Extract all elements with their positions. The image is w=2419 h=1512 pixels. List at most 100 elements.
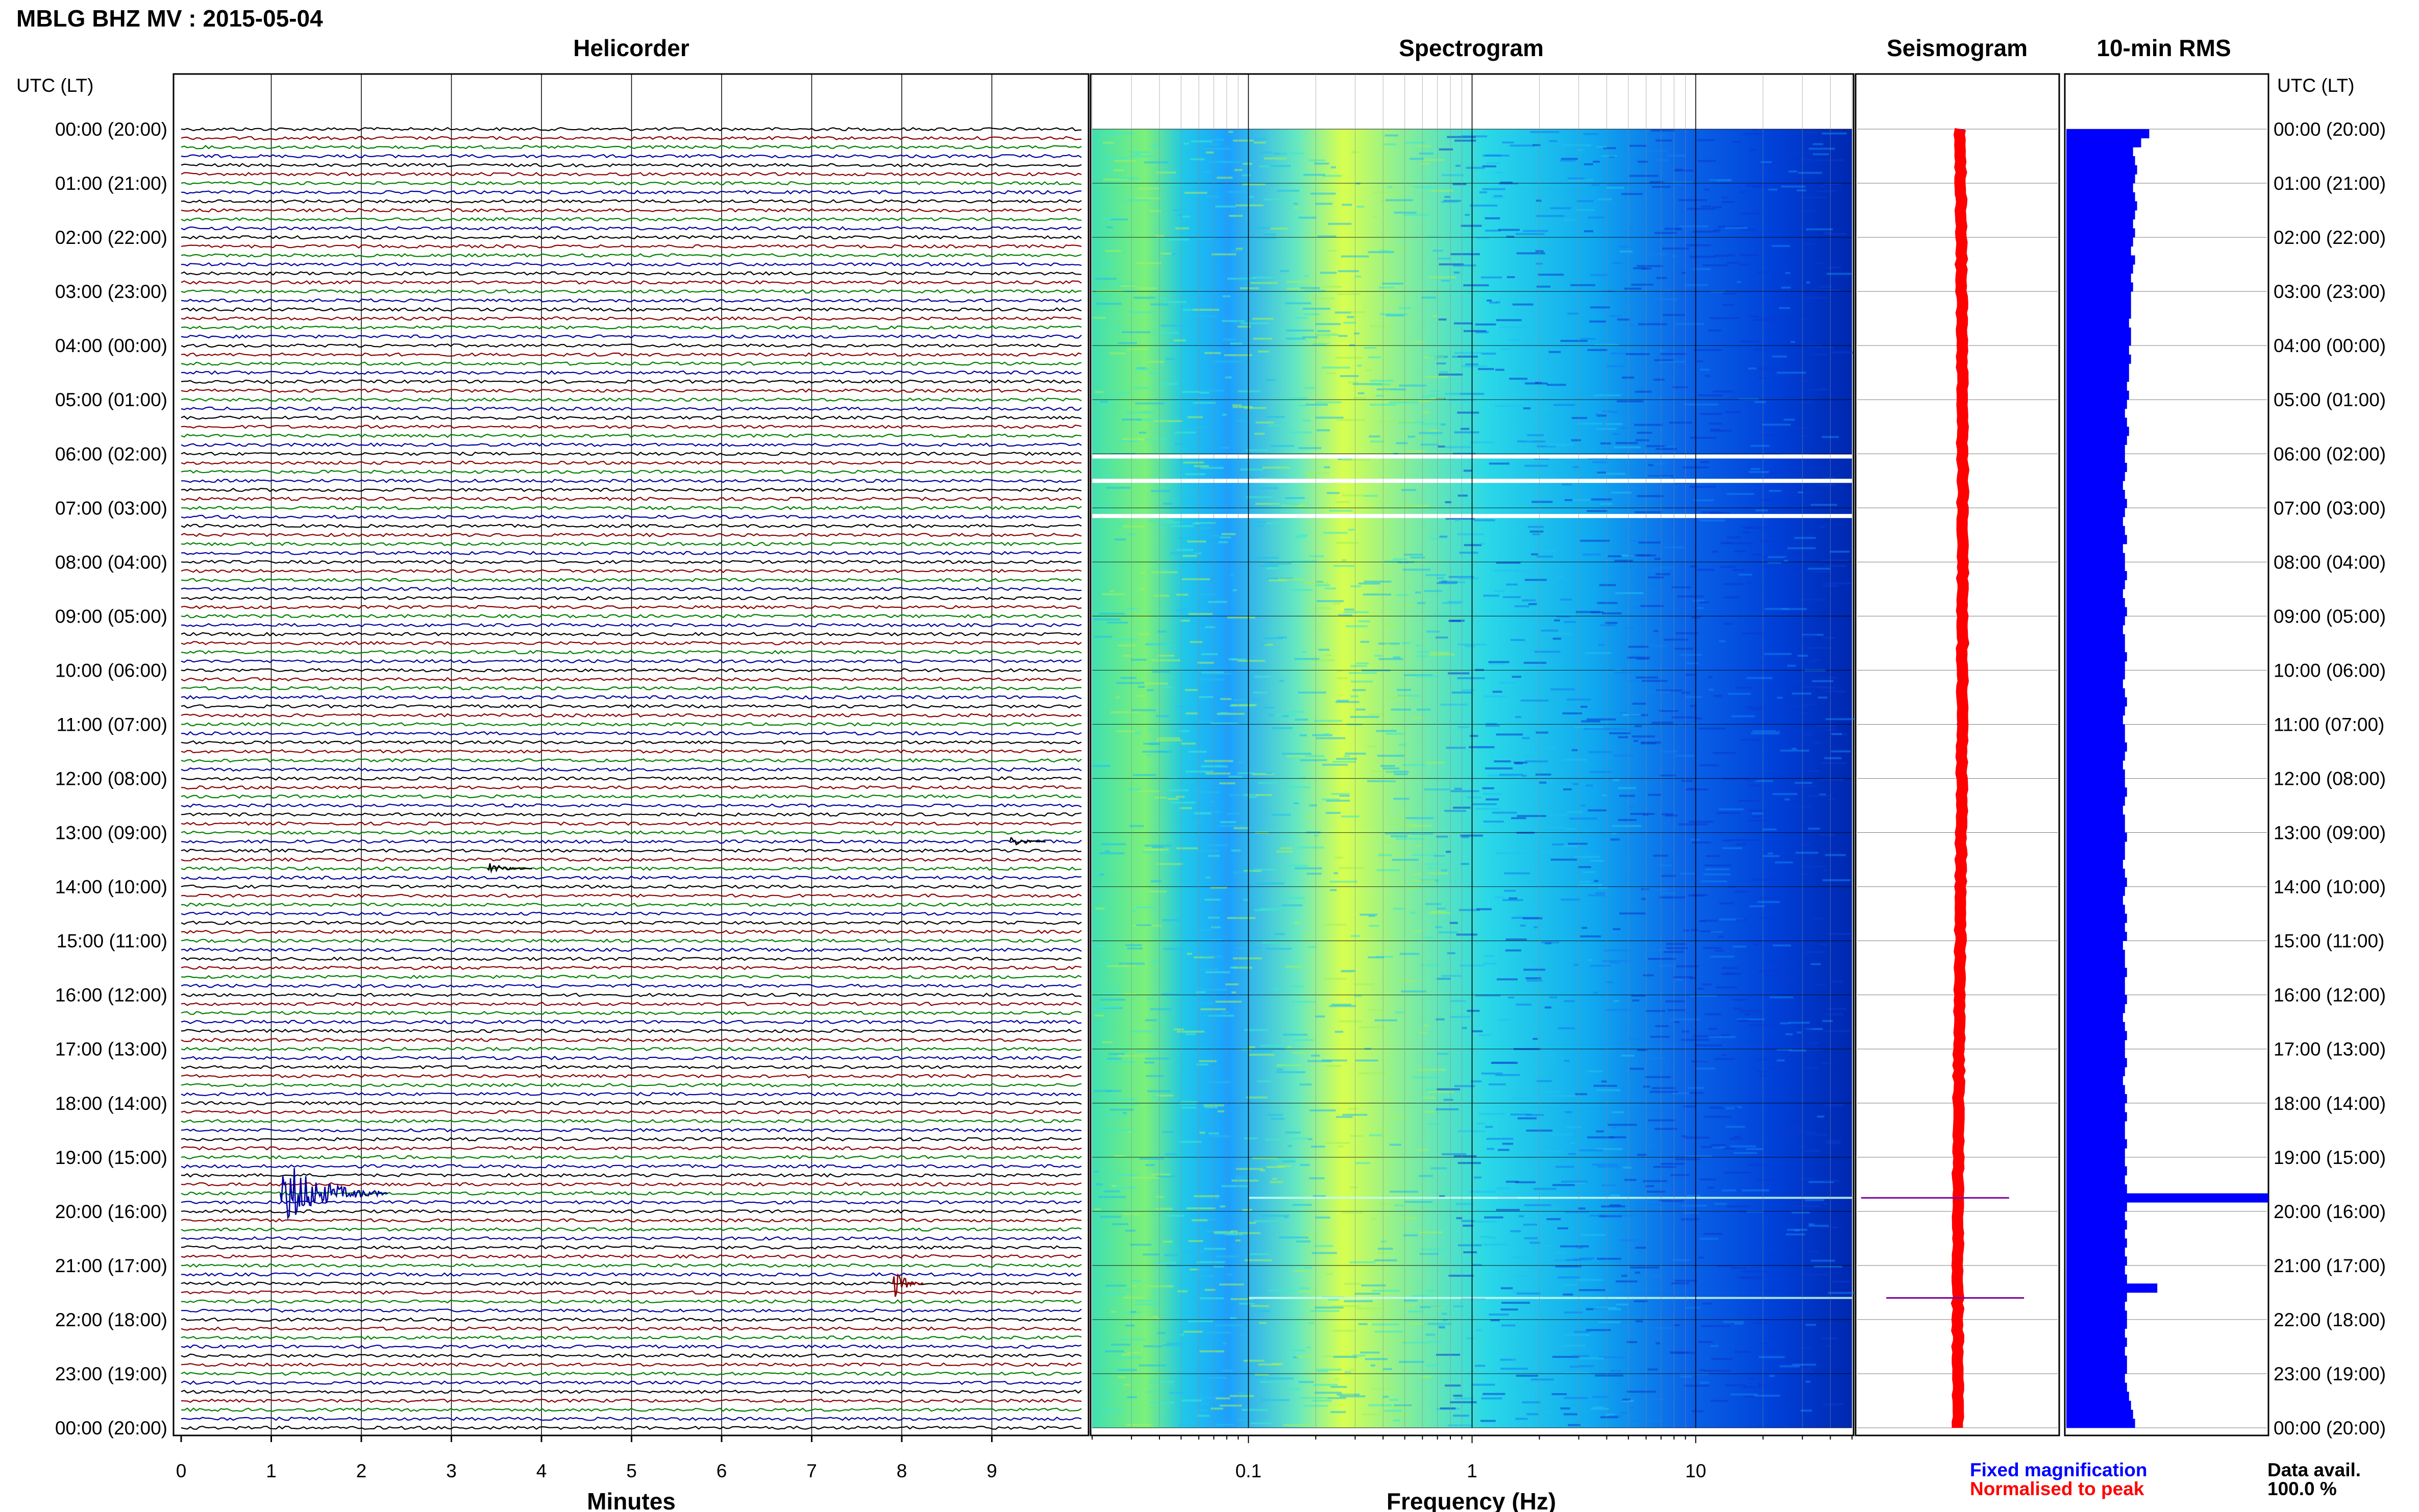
trace-line (181, 343, 1082, 348)
spectrogram-cell (1666, 947, 1688, 949)
spectrogram-cell (1463, 284, 1489, 287)
spectrogram-cell (1681, 1204, 1708, 1207)
spectrogram-cell (1509, 378, 1527, 380)
rms-bar (2066, 535, 2127, 544)
spectrogram-cell (1127, 788, 1141, 790)
spectrogram-cell (1674, 1279, 1697, 1282)
spectrogram-cell (1746, 527, 1757, 529)
spectrogram-cell (1494, 760, 1511, 762)
spectrogram-cell (1197, 929, 1211, 932)
spectrogram-cell (1779, 1365, 1800, 1368)
spectrogram-cell (1413, 1295, 1434, 1297)
panel-title-rms: 10-min RMS (2096, 35, 2231, 61)
spectrogram-cell (1252, 317, 1274, 320)
spectrogram-cell (1099, 998, 1125, 1001)
spectrogram-cell (1570, 1366, 1579, 1368)
spectrogram-cell (1228, 215, 1243, 217)
spectrogram-cell (1779, 307, 1790, 309)
trace-line (181, 1164, 1082, 1169)
spectrogram-cell (1588, 959, 1592, 961)
spectrogram-cell (1789, 427, 1809, 430)
rms-bar (2066, 156, 2135, 166)
spectrogram-cell (1630, 813, 1655, 815)
spectrogram-cell (1536, 731, 1548, 734)
rms-bar (2066, 923, 2125, 932)
rms-bar (2066, 417, 2127, 427)
spectrogram-cell (1560, 598, 1572, 601)
trace-line (181, 894, 1082, 898)
rms-bar (2066, 562, 2125, 572)
spectrogram-cell (1298, 216, 1317, 219)
spectrogram-cell (1149, 743, 1161, 745)
spectrogram-cell (1719, 902, 1734, 905)
spectrogram-cell (1447, 952, 1455, 954)
spectrogram-cell (1633, 737, 1660, 740)
spectrogram-cell (1781, 185, 1806, 188)
spectrogram-cell (1422, 1097, 1436, 1099)
spectrogram-cell (1307, 946, 1317, 948)
spectrogram-cell (1687, 208, 1716, 210)
spectrogram-cell (1799, 1028, 1812, 1030)
trace-line (181, 208, 1082, 213)
spectrogram-cell (1391, 1405, 1413, 1408)
spectrogram-cell (1341, 970, 1355, 972)
trace-line (181, 875, 1082, 880)
spectrogram-cell (1666, 943, 1687, 945)
spectrogram-cell (1699, 1237, 1718, 1240)
spectrogram-cell (1826, 272, 1853, 275)
spectrogram-ticks: 0.1 1 10 (1236, 1460, 1707, 1481)
legend-normalised-to-peak: Normalised to peak (1970, 1478, 2144, 1499)
spectrogram-cell (1127, 1352, 1141, 1354)
spectrogram-cell (1136, 418, 1165, 421)
spectrogram-cell (1626, 680, 1645, 682)
spectrogram-cell (1629, 175, 1659, 177)
spectrogram-cell (1699, 601, 1710, 604)
spectrogram-cell (1364, 346, 1377, 349)
row-label: 19:00 (15:00) (2274, 1147, 2386, 1168)
spectrogram-cell (1616, 400, 1644, 403)
spectrogram-cell (1690, 995, 1717, 997)
trace-line (181, 1417, 1082, 1421)
spectrogram-cell (1825, 718, 1855, 721)
spectrogram-cell (1719, 640, 1725, 642)
spectrogram-cell (1787, 664, 1796, 667)
spectrogram-cell (1532, 639, 1543, 642)
spectrogram-cell (1546, 1258, 1566, 1261)
spectrogram-cell (1567, 1182, 1586, 1184)
spectrogram-cell (1202, 939, 1222, 941)
spectrogram-cell (1103, 993, 1124, 995)
spectrogram-cell (1350, 585, 1361, 587)
spectrogram-cell (1179, 807, 1192, 809)
spectrogram-cell (1565, 1211, 1590, 1213)
spectrogram-cell (1684, 1384, 1710, 1387)
spectrogram-cell (1694, 1044, 1722, 1047)
spectrogram-cell (1217, 712, 1245, 715)
spectrogram-cell (1656, 864, 1672, 866)
spectrogram-cell (1481, 1397, 1502, 1400)
spectrogram-cell (1691, 1410, 1704, 1412)
spectrogram-cell (1521, 775, 1527, 777)
trace-line (181, 686, 1082, 691)
spectrogram-cell (1458, 494, 1468, 497)
spectrogram-cell (1282, 1033, 1307, 1036)
spectrogram-cell (1355, 708, 1366, 711)
spectrogram-cell (1499, 774, 1523, 776)
spectrogram-cell (1710, 1400, 1728, 1402)
spectrogram-cell (1130, 1310, 1136, 1313)
spectrogram-cell (1614, 559, 1633, 562)
trace-line (181, 1128, 1082, 1133)
spectrogram-cell (1210, 801, 1215, 803)
spectrogram-cell (1428, 276, 1456, 279)
spectrogram-cell (1703, 1233, 1723, 1235)
spectrogram-cell (1195, 522, 1216, 524)
trace-line (181, 1362, 1082, 1367)
spectrogram-cell (1608, 555, 1622, 558)
spectrogram-cell (1447, 1424, 1472, 1427)
rms-bar (2066, 454, 2125, 463)
spectrogram-cell (1160, 238, 1189, 241)
spectrogram-cell (1710, 955, 1735, 958)
spectrogram-cell (1606, 365, 1625, 367)
spectrogram-cell (1640, 605, 1664, 607)
spectrogram-cell (1216, 1255, 1239, 1258)
spectrogram-cell (1631, 283, 1653, 286)
